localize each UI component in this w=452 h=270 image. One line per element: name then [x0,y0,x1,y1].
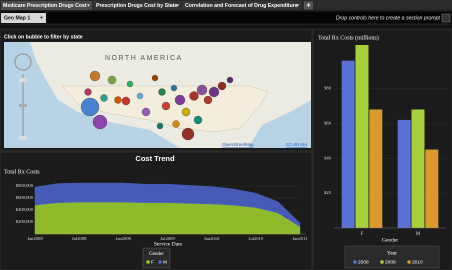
legend-swatch [158,260,162,264]
y-tick-label: $200,000 [16,219,34,225]
x-tick-label: Jan2010 [204,236,220,241]
bar [369,109,383,228]
tab[interactable] [93,1,181,10]
y-tick-label: $600,000 [16,195,34,201]
map-bubble[interactable] [92,114,108,130]
map-bubble[interactable] [208,86,220,98]
prompt-hint: Drop controls here to create a section p… [336,15,441,21]
y-tick-label: $20 [324,190,332,195]
x-tick-label: Jan2011 [292,236,308,241]
map-bubble[interactable] [136,92,144,100]
map-bubbles [80,70,234,141]
legend-title: Gender [149,252,164,257]
prompt-icon[interactable] [441,13,451,23]
legend-label: M [163,259,167,265]
map-bubble[interactable] [126,80,134,88]
legend-box [344,245,440,269]
x-tick-label: M [416,232,421,237]
tab-menu-icon[interactable] [87,4,90,7]
map-bubble[interactable] [114,96,122,104]
map-bubble[interactable] [174,94,186,106]
y-axis-title: Total Rx Costs [4,169,40,175]
map-attribution[interactable]: CC-BY-SA [286,142,307,147]
bar [425,149,439,228]
bar [341,60,355,228]
tab-label[interactable]: Medicare Prescription Drugs Cost [3,3,87,9]
add-tab-label[interactable]: + [306,3,310,10]
chart-title: Cost Trend [135,154,175,163]
tab[interactable] [182,1,301,10]
legend-label: 2009 [385,259,396,265]
legend-label: F [151,259,154,265]
map-bubble[interactable] [193,115,203,125]
map-bubble[interactable] [161,101,171,111]
y-tick-label: $60 [324,120,332,125]
y-axis-title: Total Rx Costs (millions) [318,34,379,41]
map-zoom-handle[interactable] [19,104,27,107]
map-bubble[interactable] [151,74,159,82]
legend-box [142,247,171,269]
charts: Cost Trend Total Rx Costs $200,000 $400,000… [4,34,446,269]
map-bubble[interactable] [84,88,92,96]
area [34,182,301,228]
legend-swatch [353,260,357,264]
map-bubble[interactable] [107,75,117,85]
legend-label: 2010 [412,259,423,265]
tab-menu-icon[interactable] [296,4,299,7]
add-tab-button[interactable] [304,1,313,10]
legend-swatch [146,260,150,264]
x-tick-label: Jul2010 [249,236,264,241]
map-bubble[interactable] [226,76,234,84]
map-bubble[interactable] [217,81,227,91]
bar [411,109,425,228]
y-tick-label: $80 [324,86,332,91]
map-bubble[interactable] [203,95,213,105]
map-bubble[interactable] [121,96,131,106]
x-tick-label: F [361,232,364,237]
map-bubble[interactable] [189,91,199,101]
bar [355,45,369,228]
legend-swatch [380,260,384,264]
x-tick-label: Jul2008 [72,236,87,241]
y-tick-label: $800,000 [16,183,34,189]
map-zoom-out[interactable] [19,136,27,140]
legend-title: Year [387,250,397,256]
bar-panel [312,28,452,270]
section-bar [0,10,452,25]
map-bubble[interactable] [181,107,191,117]
x-axis-title: Service Date [154,241,183,247]
tab[interactable] [1,1,92,10]
map-bubble[interactable] [156,122,164,130]
section-tab[interactable] [1,13,46,23]
map-bubble[interactable] [172,120,180,128]
tab-label[interactable]: Prescription Drugs Cost by State [96,3,177,9]
map-bubble[interactable] [80,97,100,117]
map-bubble[interactable] [89,70,101,82]
x-axis-title: Gender [382,237,398,243]
map-bubble[interactable] [141,107,151,117]
legend-label: 2008 [358,259,369,265]
map-pan-control[interactable] [14,53,32,71]
map-zoom-in[interactable] [19,78,27,82]
map-bubble[interactable] [170,84,178,92]
x-tick-label: Jan2009 [116,236,132,241]
y-tick-label: $40 [324,155,332,160]
bar [397,119,411,228]
y-tick-label: $400,000 [16,207,34,213]
legend-swatch [407,260,411,264]
tab-label[interactable]: Correlation and Forecast of Drug Expendi… [185,3,298,9]
map-attribution[interactable]: OpenStreetMap [222,142,254,147]
map-bubble[interactable] [158,88,166,96]
tab-menu-icon[interactable] [176,4,179,7]
map-bubble[interactable] [100,94,108,102]
map-region-label: NORTH AMERICA [105,55,183,62]
map-bubble[interactable] [196,84,208,96]
section-tab-label[interactable]: Geo Map 1 [4,15,30,21]
map-bubble[interactable] [181,127,195,141]
x-tick-label: Jan2008 [27,236,43,241]
map-instruction: Click on bubble to filter by state [4,34,83,40]
x-tick-label: Jul2009 [160,236,175,241]
section-menu-icon[interactable] [40,16,43,19]
